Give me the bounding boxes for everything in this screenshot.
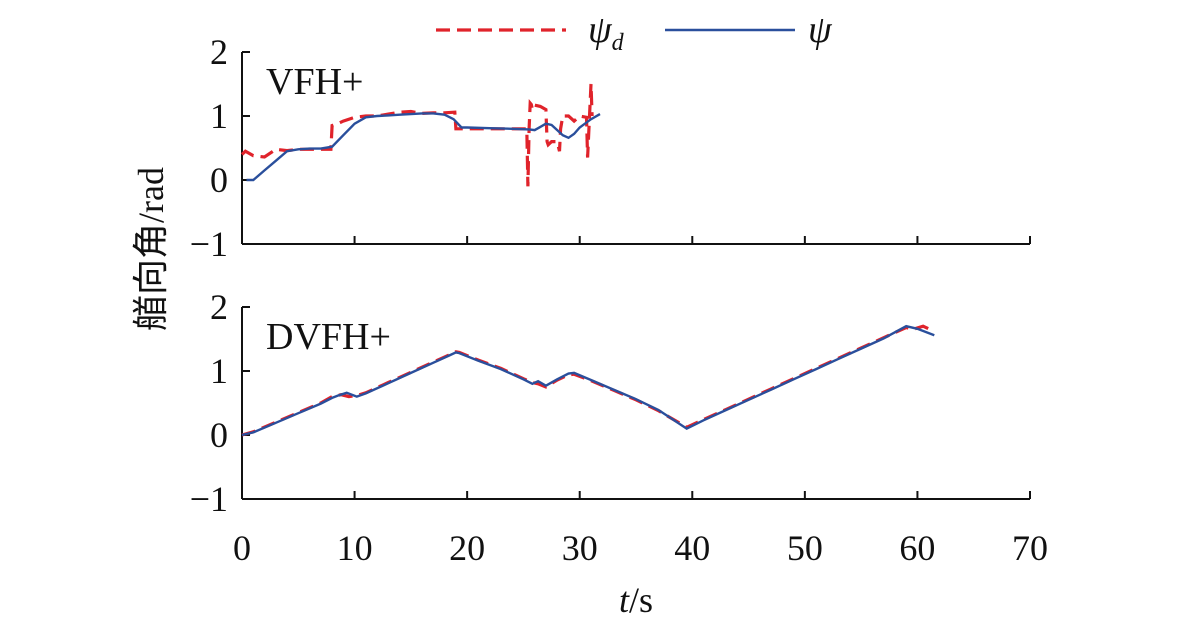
legend-ref-subscript: d xyxy=(612,30,625,56)
panel-vfh: 2 1 0 −1 VFH+ xyxy=(190,32,1031,264)
panel-label-vfh: VFH+ xyxy=(266,61,363,103)
x-tick-label: 60 xyxy=(899,528,935,568)
series-actual-heading-dvfh xyxy=(241,324,935,437)
x-tick-label: 40 xyxy=(674,528,710,568)
y-tick-label-dvfh: 1 xyxy=(210,351,228,391)
y-tick-label-vfh: −1 xyxy=(190,224,228,264)
x-axis-label: t/s xyxy=(619,580,653,620)
x-tick-label: 10 xyxy=(337,528,373,568)
y-axis-label: 艏向角/rad xyxy=(131,167,171,331)
panel-dvfh: 2 1 0 −1 DVFH+ xyxy=(190,287,1031,519)
x-tick-label: 20 xyxy=(449,528,485,568)
x-tick-label: 50 xyxy=(787,528,823,568)
y-tick-label-vfh: 0 xyxy=(210,160,228,200)
y-tick-label-dvfh: 0 xyxy=(210,415,228,455)
x-tick-label: 70 xyxy=(1012,528,1048,568)
y-tick-label-vfh: 1 xyxy=(210,96,228,136)
legend-ref-label: ψd xyxy=(588,9,625,56)
legend-act-label: ψ xyxy=(808,9,833,51)
series-actual-heading-vfh xyxy=(246,112,601,182)
legend: ψd ψ xyxy=(436,9,833,56)
y-tick-label-dvfh: −1 xyxy=(190,479,228,519)
y-tick-label-dvfh: 2 xyxy=(210,287,228,327)
x-tick-label: 30 xyxy=(562,528,598,568)
x-axis-ticks: 0 10 20 30 40 50 60 70 xyxy=(233,528,1048,568)
y-tick-label-vfh: 2 xyxy=(210,32,228,72)
panel-label-dvfh: DVFH+ xyxy=(266,316,391,358)
x-tick-label: 0 xyxy=(233,528,251,568)
